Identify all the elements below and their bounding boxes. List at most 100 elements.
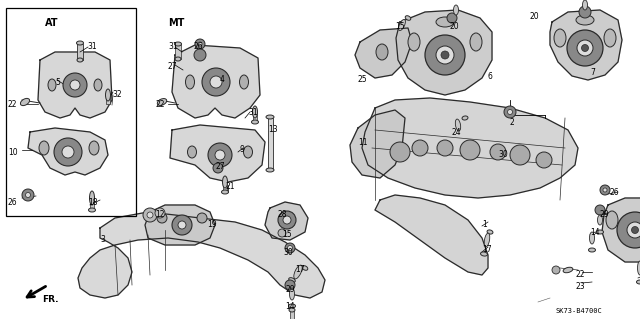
Circle shape xyxy=(283,216,291,224)
Bar xyxy=(106,94,110,104)
Bar xyxy=(290,310,294,319)
Ellipse shape xyxy=(376,44,388,60)
Polygon shape xyxy=(350,110,405,178)
Circle shape xyxy=(504,106,516,118)
Text: 27: 27 xyxy=(215,162,225,171)
Ellipse shape xyxy=(239,75,248,89)
Circle shape xyxy=(441,51,449,59)
Polygon shape xyxy=(28,128,108,175)
Ellipse shape xyxy=(302,266,308,270)
Ellipse shape xyxy=(598,215,602,225)
Text: FR.: FR. xyxy=(42,295,58,304)
Circle shape xyxy=(215,150,225,160)
Text: 22: 22 xyxy=(8,100,17,109)
Ellipse shape xyxy=(462,116,468,120)
Circle shape xyxy=(63,73,87,97)
Text: 4: 4 xyxy=(220,75,225,84)
Ellipse shape xyxy=(637,280,640,284)
Ellipse shape xyxy=(77,58,83,62)
Circle shape xyxy=(172,215,192,235)
Text: 27: 27 xyxy=(168,62,178,71)
Circle shape xyxy=(208,143,232,167)
Ellipse shape xyxy=(454,5,458,15)
Circle shape xyxy=(278,229,286,237)
Polygon shape xyxy=(396,10,492,95)
Text: 23: 23 xyxy=(575,282,584,291)
Ellipse shape xyxy=(294,265,302,279)
Text: 13: 13 xyxy=(268,125,278,134)
Circle shape xyxy=(157,213,167,223)
Ellipse shape xyxy=(487,230,493,234)
Ellipse shape xyxy=(604,29,616,47)
Ellipse shape xyxy=(576,15,594,25)
Circle shape xyxy=(210,76,222,88)
Circle shape xyxy=(632,226,639,234)
Bar xyxy=(268,118,273,170)
Ellipse shape xyxy=(405,16,411,20)
Circle shape xyxy=(287,246,292,250)
Circle shape xyxy=(198,42,202,46)
Text: 14: 14 xyxy=(285,302,294,311)
Ellipse shape xyxy=(88,208,95,212)
Circle shape xyxy=(603,188,607,192)
Ellipse shape xyxy=(606,211,618,229)
Polygon shape xyxy=(170,125,265,182)
Ellipse shape xyxy=(266,168,274,172)
Circle shape xyxy=(536,152,552,168)
Circle shape xyxy=(155,208,165,218)
Text: 10: 10 xyxy=(8,148,18,157)
Circle shape xyxy=(490,144,506,160)
Ellipse shape xyxy=(582,0,588,10)
Polygon shape xyxy=(265,202,308,240)
Text: 15: 15 xyxy=(395,22,404,31)
Circle shape xyxy=(510,145,530,165)
Circle shape xyxy=(22,189,34,201)
Ellipse shape xyxy=(39,141,49,155)
Circle shape xyxy=(143,208,157,222)
Ellipse shape xyxy=(589,232,595,244)
Text: 11: 11 xyxy=(358,138,367,147)
Circle shape xyxy=(70,80,80,90)
Text: 31: 31 xyxy=(87,42,97,51)
Circle shape xyxy=(437,140,453,156)
Circle shape xyxy=(54,138,82,166)
Circle shape xyxy=(278,211,296,229)
Ellipse shape xyxy=(481,252,488,256)
Polygon shape xyxy=(172,45,260,118)
Circle shape xyxy=(577,40,593,56)
Circle shape xyxy=(147,212,153,218)
Text: 15: 15 xyxy=(282,230,292,239)
Ellipse shape xyxy=(563,267,573,273)
Ellipse shape xyxy=(470,33,482,51)
Text: AT: AT xyxy=(45,18,58,28)
Circle shape xyxy=(213,163,223,173)
Ellipse shape xyxy=(554,29,566,47)
Text: 6: 6 xyxy=(488,72,493,81)
Text: 5: 5 xyxy=(55,78,60,87)
Text: 21: 21 xyxy=(225,182,234,191)
Text: SK73-B4700C: SK73-B4700C xyxy=(556,308,603,314)
Text: 18: 18 xyxy=(88,198,97,207)
Ellipse shape xyxy=(186,75,195,89)
Text: 7: 7 xyxy=(590,68,595,77)
Circle shape xyxy=(436,46,454,64)
Ellipse shape xyxy=(637,261,640,275)
Circle shape xyxy=(194,49,206,61)
Ellipse shape xyxy=(221,190,228,194)
Circle shape xyxy=(582,44,589,51)
Text: 22: 22 xyxy=(575,270,584,279)
Circle shape xyxy=(62,146,74,158)
Text: 2: 2 xyxy=(510,118,515,127)
Polygon shape xyxy=(362,98,578,198)
Text: 20: 20 xyxy=(530,12,540,21)
Text: 17: 17 xyxy=(482,245,492,254)
Polygon shape xyxy=(375,195,488,275)
Ellipse shape xyxy=(252,120,259,124)
Ellipse shape xyxy=(175,57,181,61)
Ellipse shape xyxy=(408,33,420,51)
Circle shape xyxy=(390,142,410,162)
Ellipse shape xyxy=(484,233,490,247)
Text: 30: 30 xyxy=(283,248,292,257)
Ellipse shape xyxy=(48,79,56,91)
Circle shape xyxy=(627,222,640,238)
